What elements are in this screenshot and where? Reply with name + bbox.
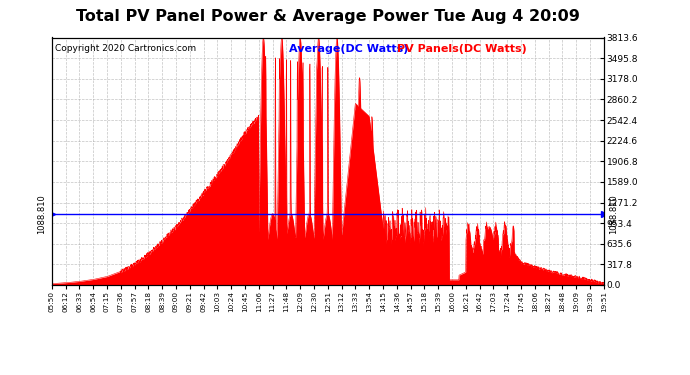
Text: 1088.810: 1088.810 <box>37 195 46 234</box>
Text: Average(DC Watts): Average(DC Watts) <box>289 44 408 54</box>
Text: 1088.810: 1088.810 <box>609 195 618 234</box>
Text: Total PV Panel Power & Average Power Tue Aug 4 20:09: Total PV Panel Power & Average Power Tue… <box>76 9 580 24</box>
Text: PV Panels(DC Watts): PV Panels(DC Watts) <box>397 44 526 54</box>
Text: Copyright 2020 Cartronics.com: Copyright 2020 Cartronics.com <box>55 44 196 53</box>
